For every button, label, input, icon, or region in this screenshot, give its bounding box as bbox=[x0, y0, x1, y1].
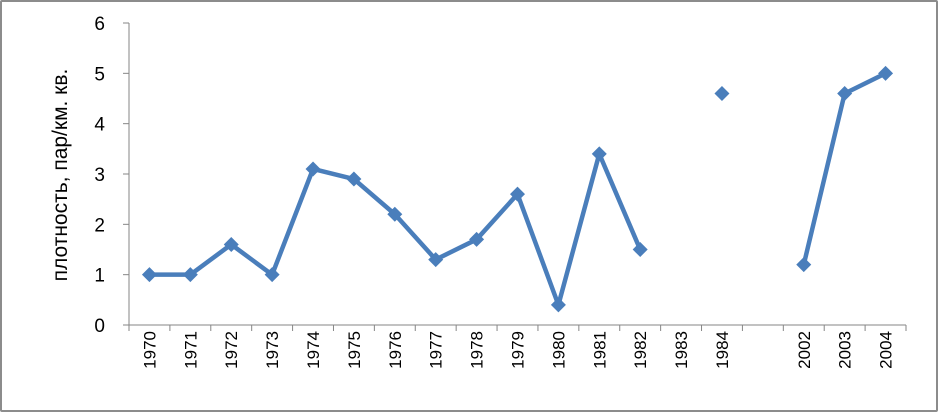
x-tick-label: 1977 bbox=[427, 331, 446, 369]
x-tick-label: 1978 bbox=[468, 331, 487, 369]
x-tick-label: 2003 bbox=[836, 331, 855, 369]
y-tick-label: 2 bbox=[94, 215, 105, 236]
x-tick-label: 1971 bbox=[181, 331, 200, 369]
y-tick-label: 3 bbox=[94, 165, 105, 186]
data-point-marker bbox=[182, 267, 198, 283]
x-tick-label: 1983 bbox=[672, 331, 691, 369]
data-point-marker bbox=[387, 206, 403, 222]
data-point-marker bbox=[346, 171, 362, 187]
data-point-marker bbox=[428, 252, 444, 268]
data-point-marker bbox=[591, 146, 607, 162]
x-tick-label: 1973 bbox=[263, 331, 282, 369]
data-point-marker bbox=[223, 236, 239, 252]
x-tick-labels: 1970 1971 1972 1973 1974 1975 1976 1977 1978 1979… bbox=[140, 331, 895, 369]
y-tick-label: 5 bbox=[94, 64, 105, 85]
y-tick-labels: 0 1 2 3 4 5 6 bbox=[94, 14, 105, 337]
data-point-marker bbox=[878, 65, 894, 81]
x-tick-label: 1972 bbox=[222, 331, 241, 369]
data-point-marker bbox=[305, 161, 321, 177]
x-tick-label: 2004 bbox=[877, 331, 896, 369]
series-line bbox=[149, 151, 643, 308]
data-point-marker bbox=[714, 85, 730, 101]
x-tick-label: 1970 bbox=[140, 331, 159, 369]
data-point-marker bbox=[141, 267, 157, 283]
x-tick-label: 1976 bbox=[386, 331, 405, 369]
data-point-marker bbox=[796, 257, 812, 273]
y-tick-label: 4 bbox=[94, 115, 105, 136]
data-point-marker bbox=[550, 297, 566, 313]
x-tick-label: 1984 bbox=[713, 331, 732, 369]
x-tick-label: 1982 bbox=[631, 331, 650, 369]
y-tick-label: 0 bbox=[94, 316, 105, 337]
axes bbox=[123, 22, 907, 331]
x-tick-label: 1975 bbox=[345, 331, 364, 369]
series-group bbox=[141, 65, 894, 313]
x-tick-label: 2002 bbox=[795, 331, 814, 369]
data-point-marker bbox=[510, 186, 525, 202]
x-tick-label: 1980 bbox=[549, 331, 568, 369]
x-tick-label: 1979 bbox=[509, 331, 528, 369]
series-line bbox=[801, 71, 887, 266]
y-tick-label: 6 bbox=[94, 14, 105, 35]
data-point-marker bbox=[632, 242, 648, 257]
y-tick-label: 1 bbox=[94, 266, 105, 287]
data-point-marker bbox=[264, 267, 280, 283]
x-tick-label: 1981 bbox=[590, 331, 609, 369]
data-point-marker bbox=[469, 231, 485, 247]
data-point-marker bbox=[837, 85, 853, 101]
y-axis-label: плотность, пар/км. кв. bbox=[49, 69, 72, 282]
x-tick-label: 1974 bbox=[304, 331, 323, 369]
